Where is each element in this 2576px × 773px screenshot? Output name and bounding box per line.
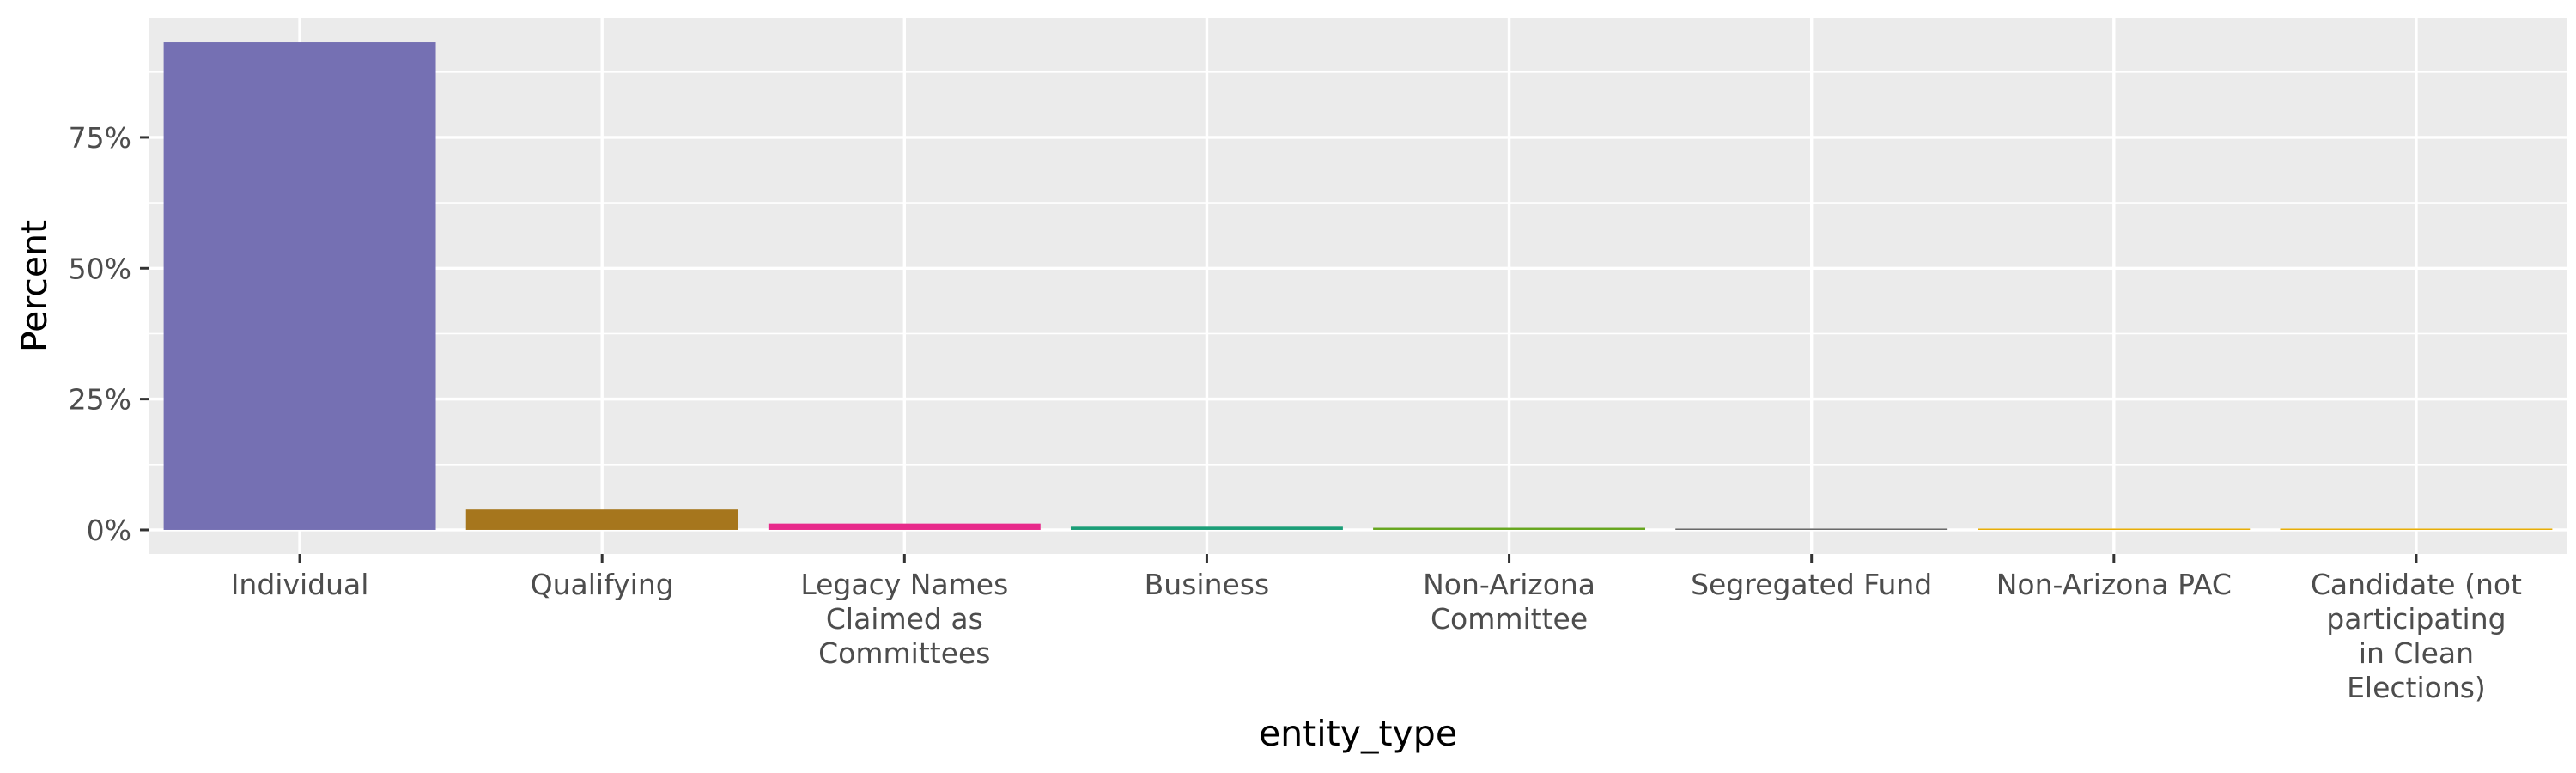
y-tick-label: 0% <box>87 514 131 547</box>
y-axis-title: Percent <box>14 220 55 352</box>
bar <box>163 42 436 530</box>
minor-gridlines <box>149 70 2567 466</box>
bar <box>768 523 1041 530</box>
x-tick-label: Individual <box>231 568 369 601</box>
plot-panel <box>149 18 2567 554</box>
y-tick-label: 50% <box>69 252 131 285</box>
bar <box>465 509 738 530</box>
x-tick-label: Business <box>1145 568 1270 601</box>
x-tick-label: Non-Arizona PAC <box>1996 568 2232 601</box>
bar <box>2280 528 2553 530</box>
y-tick-label: 75% <box>69 121 131 155</box>
x-tick-label: Qualifying <box>531 568 674 601</box>
x-tick-label: Candidate (not participating in Clean Elect… <box>2311 568 2522 704</box>
x-tick-label: Non-Arizona Committee <box>1423 568 1595 636</box>
bar <box>1978 528 2251 530</box>
bars <box>163 42 2553 530</box>
x-tick-label: Segregated Fund <box>1691 568 1932 601</box>
bar <box>1373 527 1646 530</box>
y-axis: 0% 25% 50% 75% <box>69 121 149 547</box>
x-axis-title: entity_type <box>1259 713 1457 754</box>
x-tick-label: Legacy Names Claimed as Committees <box>800 568 1008 670</box>
bar <box>1675 528 1948 530</box>
bar <box>1070 526 1343 530</box>
x-axis: Individual Qualifying Legacy Names Claimed … <box>231 554 2522 704</box>
y-tick-label: 25% <box>69 383 131 417</box>
